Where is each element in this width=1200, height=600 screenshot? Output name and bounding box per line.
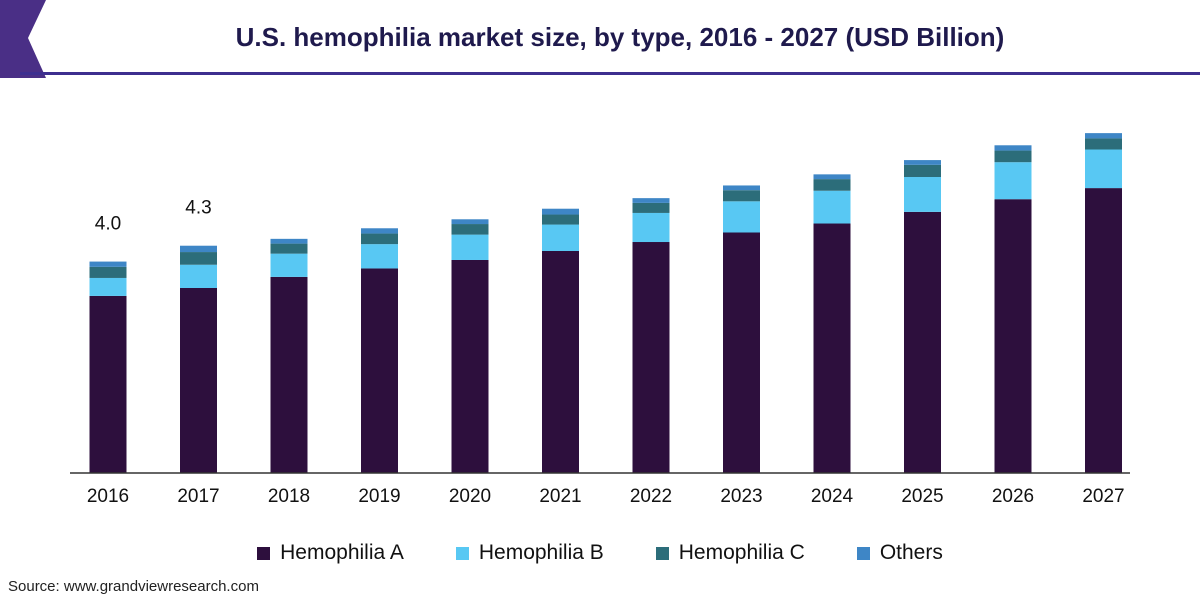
bar-others-2021 (542, 208, 579, 215)
x-tick-label-2026: 2026 (992, 486, 1034, 507)
bar-hemophilia-b-2018 (270, 253, 308, 277)
x-tick-label-2016: 2016 (87, 486, 129, 507)
bar-hemophilia-b-2017 (180, 264, 217, 288)
legend-label-hemophilia-c: Hemophilia C (678, 541, 805, 564)
x-tick-label-2027: 2027 (1082, 486, 1124, 507)
x-tick-label-2019: 2019 (358, 486, 400, 507)
bar-hemophilia-a-2017 (180, 288, 217, 473)
bar-hemophilia-b-2027 (1085, 149, 1122, 189)
bar-hemophilia-a-2023 (723, 232, 760, 473)
legend-swatch-others (856, 546, 870, 560)
bars-group (89, 133, 1122, 473)
x-tick-label-2023: 2023 (720, 486, 762, 507)
data-label-2016: 4.0 (95, 214, 121, 235)
bar-hemophilia-c-2018 (270, 243, 308, 254)
bar-others-2025 (904, 160, 941, 165)
source-note: Source: www.grandviewresearch.com (8, 578, 259, 595)
bar-others-2020 (451, 219, 489, 225)
bar-hemophilia-c-2027 (1085, 138, 1122, 150)
bar-others-2017 (180, 245, 217, 253)
bar-hemophilia-c-2021 (542, 214, 579, 225)
legend-label-hemophilia-b: Hemophilia B (478, 541, 604, 564)
bar-hemophilia-c-2022 (632, 202, 670, 213)
bar-hemophilia-b-2022 (632, 212, 670, 243)
bar-others-2027 (1085, 133, 1122, 139)
data-labels-group: 4.0 4.3 (95, 198, 212, 235)
legend-swatch-hemophilia-b (455, 546, 469, 560)
bar-hemophilia-c-2016 (89, 266, 127, 278)
chart-title: U.S. hemophilia market size, by type, 20… (235, 22, 1005, 52)
bar-hemophilia-a-2025 (904, 211, 941, 473)
legend: Hemophilia A Hemophilia B Hemophilia C Othe… (0, 538, 1200, 568)
bar-hemophilia-b-2019 (361, 244, 398, 269)
bar-hemophilia-a-2026 (994, 199, 1032, 473)
header-accent-polygon (0, 0, 46, 78)
bar-hemophilia-b-2023 (723, 201, 760, 233)
legend-swatch-hemophilia-c (655, 546, 669, 560)
x-tick-label-2024: 2024 (811, 486, 854, 507)
bar-others-2019 (361, 228, 398, 234)
legend-item-hemophilia-a: Hemophilia A (257, 541, 404, 565)
bar-hemophilia-a-2016 (89, 295, 127, 473)
bar-others-2023 (723, 185, 760, 191)
bar-others-2024 (813, 174, 851, 180)
bar-hemophilia-c-2026 (994, 150, 1032, 163)
bar-hemophilia-c-2019 (361, 233, 398, 245)
bar-hemophilia-c-2024 (813, 179, 851, 191)
legend-item-others: Others (856, 541, 943, 565)
bar-hemophilia-c-2017 (180, 252, 217, 265)
bar-hemophilia-b-2020 (451, 234, 489, 260)
bar-hemophilia-c-2020 (451, 224, 489, 235)
bar-others-2018 (270, 238, 308, 244)
bar-hemophilia-a-2027 (1085, 188, 1122, 473)
x-tick-label-2017: 2017 (177, 486, 219, 507)
legend-item-hemophilia-b: Hemophilia B (455, 541, 604, 565)
bar-others-2022 (632, 198, 670, 203)
bar-hemophilia-a-2018 (270, 276, 308, 473)
legend-item-hemophilia-c: Hemophilia C (655, 541, 805, 565)
bar-hemophilia-b-2021 (542, 224, 579, 251)
bar-hemophilia-b-2025 (904, 177, 941, 212)
bar-hemophilia-a-2022 (632, 242, 670, 473)
plot-area: 4.04.3 2016 2017 2018 2019 2020 2021 2022 2023 2… (70, 133, 1130, 507)
header-rule (20, 72, 1200, 75)
x-tick-label-2025: 2025 (901, 486, 943, 507)
bar-hemophilia-b-2026 (994, 162, 1032, 200)
bar-hemophilia-b-2024 (813, 190, 851, 224)
x-tick-label-2020: 2020 (449, 486, 491, 507)
bar-hemophilia-a-2019 (361, 268, 398, 473)
bar-hemophilia-c-2025 (904, 164, 941, 177)
legend-label-hemophilia-a: Hemophilia A (280, 541, 404, 564)
x-tick-label-2022: 2022 (630, 486, 672, 507)
bar-others-2026 (994, 145, 1032, 151)
x-tick-label-2021: 2021 (539, 486, 581, 507)
legend-swatch-hemophilia-a (257, 546, 271, 560)
bar-hemophilia-a-2021 (542, 251, 579, 473)
legend-label-others: Others (879, 541, 943, 564)
header-accent-shape (0, 0, 46, 78)
x-tick-labels-group: 2016 2017 2018 2019 2020 2021 2022 2023 2024 2025… (87, 486, 1125, 507)
bar-hemophilia-b-2016 (89, 277, 127, 296)
bar-hemophilia-a-2020 (451, 259, 489, 473)
chart-header: U.S. hemophilia market size, by type, 20… (0, 0, 1200, 78)
bar-hemophilia-c-2023 (723, 190, 760, 202)
bar-hemophilia-a-2024 (813, 223, 851, 473)
x-tick-label-2018: 2018 (268, 486, 310, 507)
bar-others-2016 (89, 261, 127, 267)
data-label-2017: 4.3 (185, 198, 211, 219)
